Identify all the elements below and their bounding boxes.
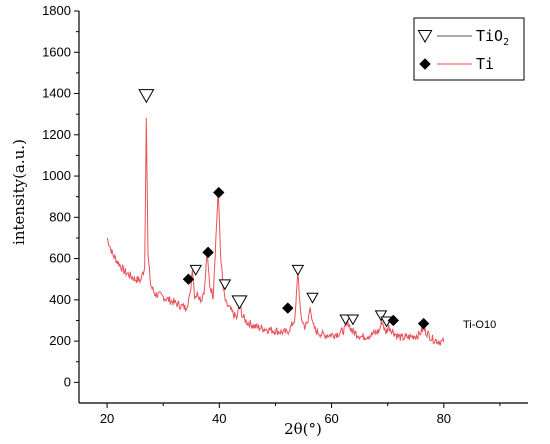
y-tick-label: 600 xyxy=(49,251,71,266)
x-tick-label: 80 xyxy=(437,411,451,426)
y-tick-label: 400 xyxy=(49,292,71,307)
x-axis-ticks: 20 40 60 80 xyxy=(100,403,501,426)
y-axis-ticks: 0 200 400 600 800 1000 1200 1400 1600 1800 xyxy=(42,3,79,389)
tio2-peak-marker xyxy=(231,295,248,310)
ti-peak-marker xyxy=(182,273,195,285)
y-tick-label: 1200 xyxy=(42,127,71,142)
tio2-peak-marker xyxy=(374,310,388,322)
ti-peak-marker xyxy=(213,186,225,199)
y-tick-label: 1600 xyxy=(42,44,71,59)
x-axis-title: 2θ(°) xyxy=(284,420,322,438)
tio2-peak-marker xyxy=(346,314,360,326)
ti-peak-marker xyxy=(282,302,294,314)
y-tick-label: 800 xyxy=(49,209,71,224)
ti-peak-marker xyxy=(417,317,430,330)
tio2-peak-marker xyxy=(138,89,155,104)
legend-ti-symbol xyxy=(419,58,431,70)
tio2-peak-marker xyxy=(189,264,203,276)
y-tick-label: 1400 xyxy=(42,86,71,101)
y-axis-title: intensity(a.u.) xyxy=(10,139,28,245)
ti-series-line xyxy=(106,117,445,346)
tio2-peak-marker xyxy=(306,292,319,304)
y-tick-label: 1800 xyxy=(42,3,71,18)
legend-label: TiO2 xyxy=(476,27,509,48)
y-tick-label: 200 xyxy=(49,333,71,348)
x-tick-label: 60 xyxy=(324,411,338,426)
ti-peak-marker xyxy=(387,314,400,327)
series-layer xyxy=(106,117,445,346)
y-tick-label: 0 xyxy=(64,374,71,389)
x-tick-label: 40 xyxy=(212,411,226,426)
x-tick-label: 20 xyxy=(100,411,114,426)
legend-label: Ti xyxy=(476,55,494,73)
legend-box xyxy=(413,17,525,81)
sample-annotation: Ti-O10 xyxy=(463,319,496,331)
plot-area xyxy=(78,11,528,404)
legend: TiO2 Ti xyxy=(413,17,525,81)
tio2-peak-marker xyxy=(218,279,232,291)
ti-peak-marker xyxy=(202,246,214,259)
y-tick-label: 1000 xyxy=(42,168,71,183)
tio2-peak-marker xyxy=(291,264,305,276)
legend-tio2-symbol xyxy=(417,30,433,44)
peak-markers xyxy=(138,89,430,330)
